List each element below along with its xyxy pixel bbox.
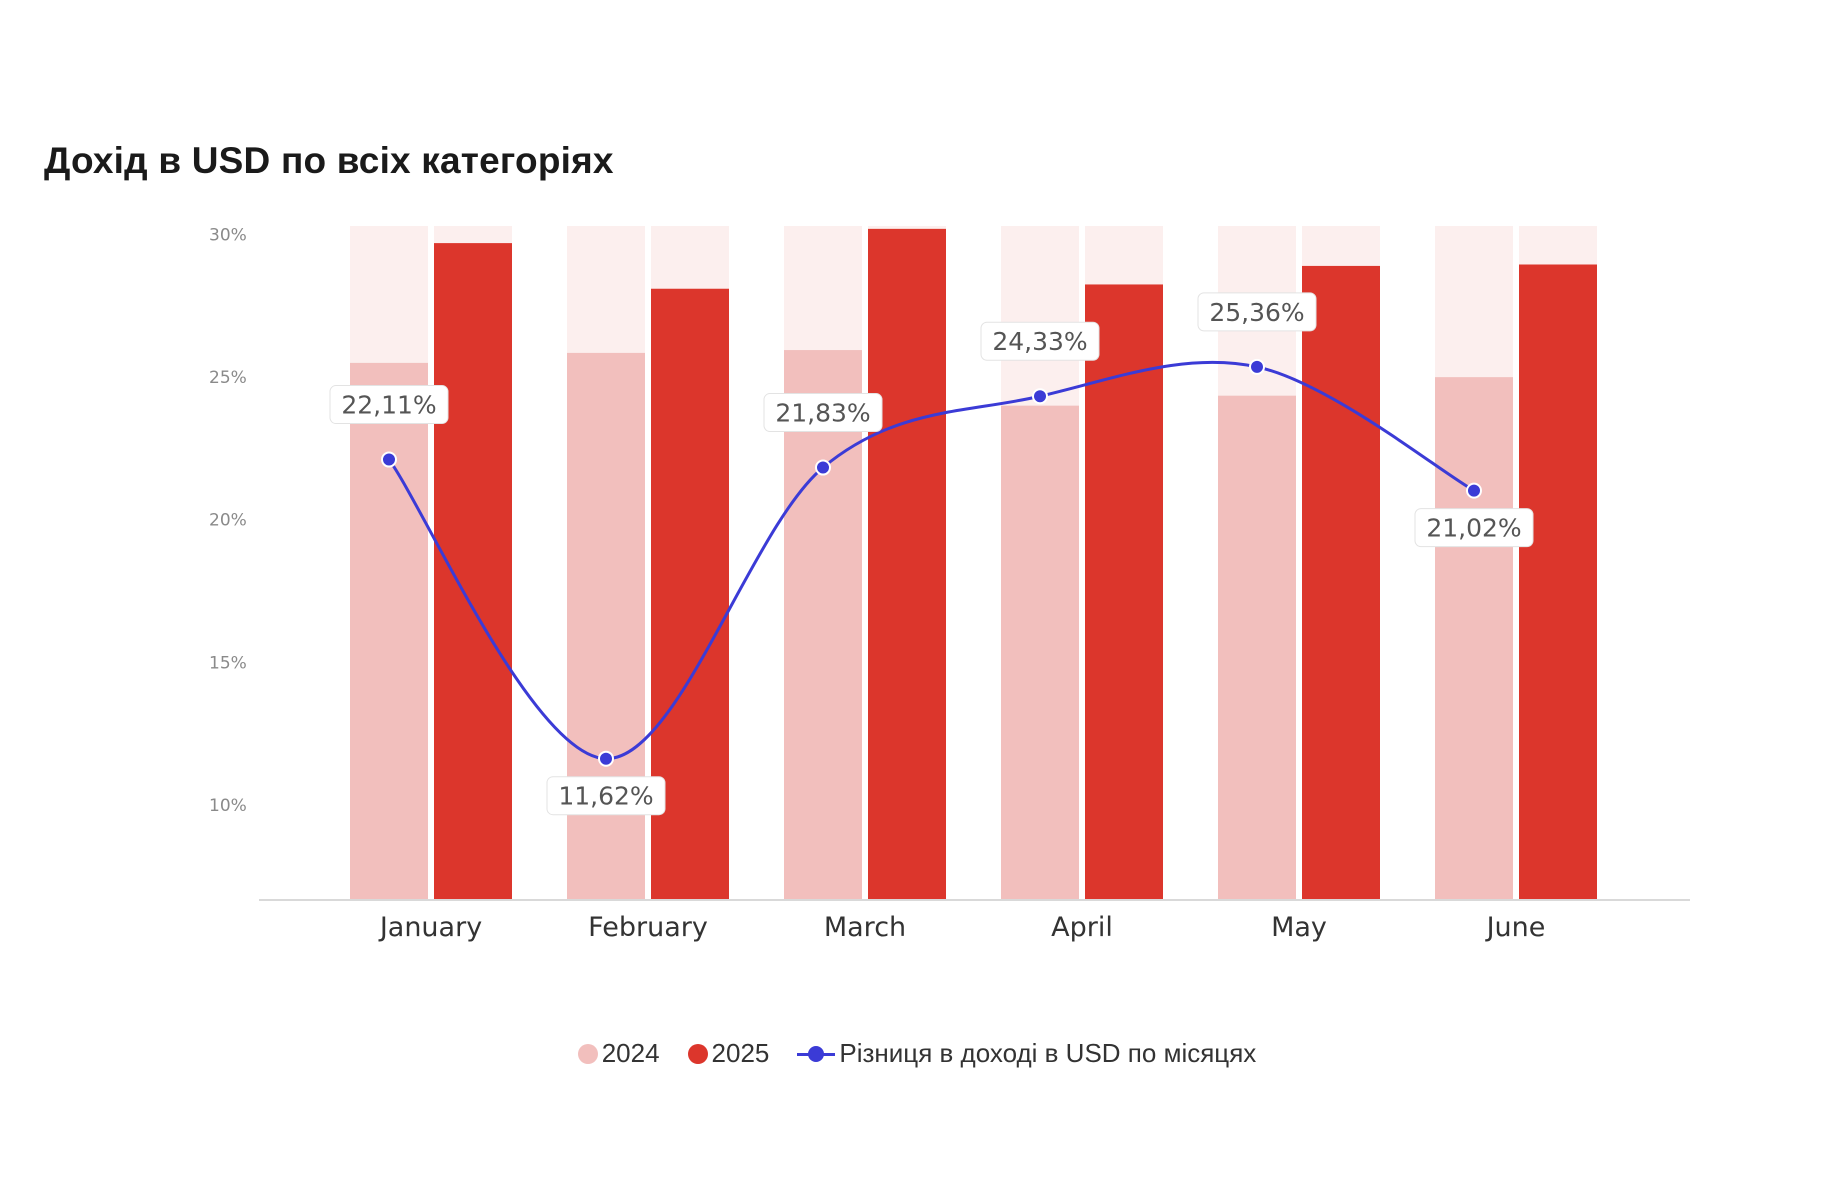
- bar-2024-april: [1001, 405, 1079, 899]
- bar-2025-april: [1085, 284, 1163, 900]
- x-tick-label: March: [824, 912, 906, 943]
- data-label-box: [1197, 292, 1317, 332]
- x-tick-label: February: [588, 912, 708, 943]
- legend-marker-2025: [687, 1043, 708, 1064]
- data-label-box: [980, 321, 1100, 361]
- difference-point: [381, 451, 397, 468]
- difference-point: [1249, 358, 1265, 375]
- data-label-box: [763, 393, 883, 433]
- legend-marker-2024: [577, 1043, 598, 1064]
- bar-2024-march: [784, 350, 862, 900]
- bar-2024-june: [1435, 377, 1513, 899]
- y-tick-label: 10%: [209, 796, 247, 816]
- data-label-text: 21,83%: [775, 399, 870, 428]
- data-label-box: [546, 776, 666, 816]
- bar-2025-march: [868, 228, 946, 900]
- data-label-box: [1414, 508, 1534, 548]
- data-label-box: [329, 385, 449, 425]
- bar-layer: [350, 228, 1597, 900]
- bar-2025-june: [1519, 264, 1597, 899]
- data-label-text: 25,36%: [1209, 298, 1304, 327]
- x-tick-label: January: [378, 912, 482, 943]
- difference-point: [598, 750, 614, 767]
- legend-label-2024: 2024: [601, 1038, 660, 1068]
- y-tick-label: 15%: [209, 653, 247, 673]
- difference-point: [1466, 482, 1482, 499]
- legend-label-2025: 2025: [711, 1038, 770, 1068]
- axis-layer: January February March April May June 10% 15% 20…: [209, 226, 1690, 943]
- bar-2024-january: [350, 362, 428, 899]
- data-label: 24,33%: [980, 321, 1100, 361]
- x-tick-label: June: [1485, 912, 1546, 943]
- bar-background-layer: [350, 226, 1597, 899]
- bar-2025-january: [434, 243, 512, 899]
- difference-point: [815, 459, 831, 476]
- data-label-layer: 22,11% 11,62% 21,83% 24,33% 25,36% 21,02%: [329, 292, 1534, 816]
- data-label: 11,62%: [546, 776, 666, 816]
- data-label-text: 24,33%: [992, 327, 1087, 356]
- difference-point: [1032, 388, 1048, 405]
- legend-item-2024[interactable]: 2024: [577, 1038, 660, 1069]
- bar-2025-may: [1302, 265, 1380, 900]
- data-label-text: 11,62%: [558, 782, 653, 811]
- data-label: 25,36%: [1197, 292, 1317, 332]
- x-tick-label: May: [1271, 912, 1327, 943]
- data-label: 21,02%: [1414, 508, 1534, 548]
- y-tick-label: 20%: [209, 511, 247, 531]
- legend-item-difference[interactable]: Різниця в доході в USD по місяцях: [797, 1038, 1256, 1069]
- legend: 2024 2025 Різниця в доході в USD по міся…: [0, 1038, 1834, 1069]
- data-label-text: 21,02%: [1426, 514, 1521, 543]
- bar-2024-february: [567, 352, 645, 900]
- legend-marker-difference: [797, 1044, 836, 1064]
- x-tick-label: April: [1051, 912, 1113, 943]
- y-tick-label: 25%: [209, 368, 247, 388]
- chart-title: Дохід в USD по всіх категоріях: [44, 140, 614, 181]
- y-tick-label: 30%: [209, 226, 247, 246]
- data-label: 22,11%: [329, 385, 449, 425]
- data-label-text: 22,11%: [341, 391, 436, 420]
- legend-item-2025[interactable]: 2025: [687, 1038, 770, 1069]
- line-layer: [381, 358, 1482, 767]
- bar-2024-may: [1218, 395, 1296, 899]
- data-label: 21,83%: [763, 393, 883, 433]
- legend-label-difference: Різниця в доході в USD по місяцях: [839, 1038, 1257, 1068]
